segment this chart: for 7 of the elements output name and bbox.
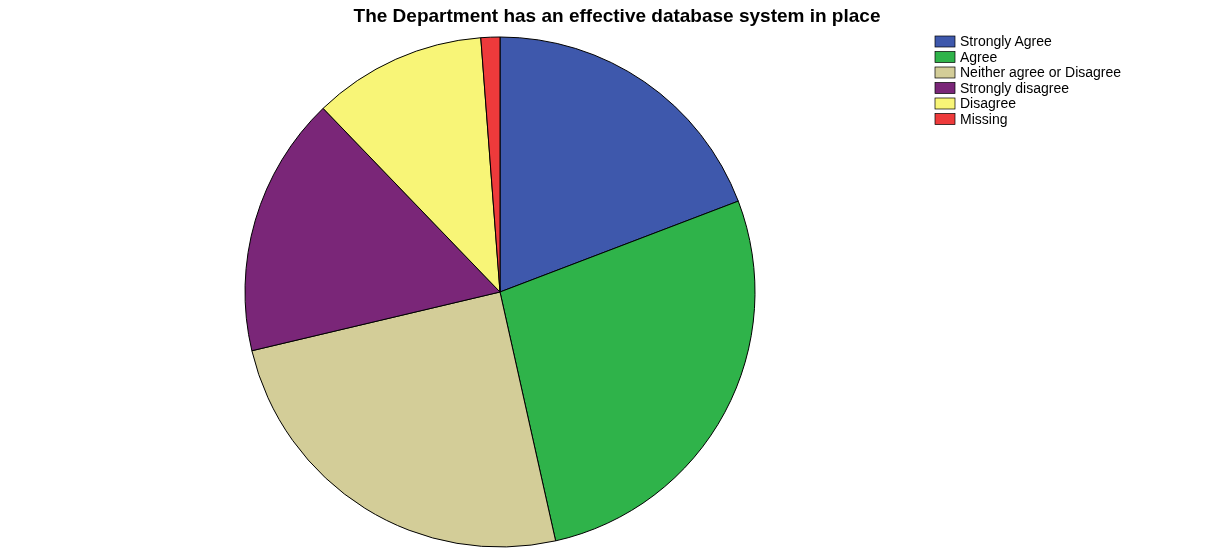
legend-label: Neither agree or Disagree bbox=[960, 64, 1122, 80]
legend-label: Disagree bbox=[960, 95, 1017, 111]
legend-label: Missing bbox=[960, 110, 1008, 127]
legend-label: Agree bbox=[960, 48, 998, 65]
chart-title: The Department has an effective database system in place bbox=[353, 5, 881, 26]
legend-label: Strongly disagree bbox=[960, 79, 1070, 96]
legend-label: Strongly Agree bbox=[960, 33, 1053, 49]
